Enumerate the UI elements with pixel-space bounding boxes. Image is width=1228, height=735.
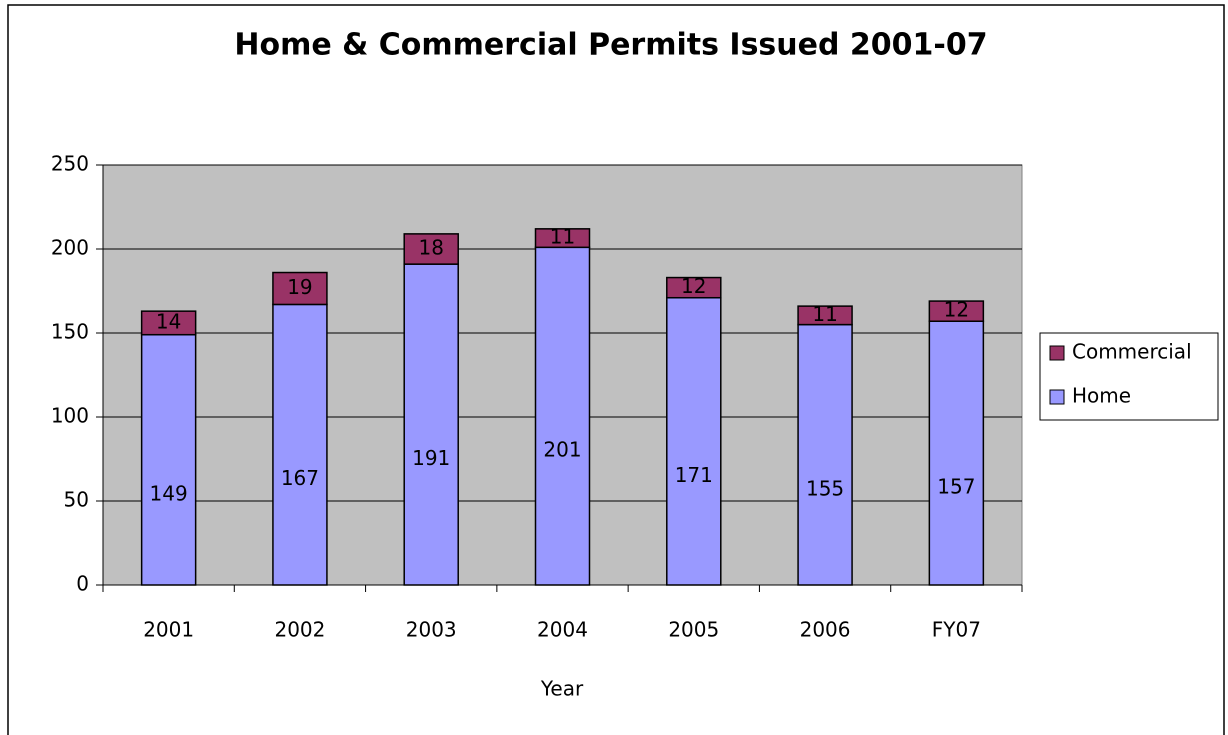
x-tick-label: 2003	[406, 618, 457, 642]
y-tick-label: 150	[51, 320, 89, 344]
data-label: 18	[418, 236, 443, 260]
bar-segment	[403, 263, 459, 586]
legend-label: Commercial	[1072, 340, 1192, 364]
x-tick-label: 2004	[537, 618, 588, 642]
data-label: 12	[681, 274, 706, 298]
data-label: 155	[806, 476, 844, 500]
bar-segment	[272, 271, 328, 306]
y-tick-label: 50	[64, 488, 89, 512]
data-label: 149	[150, 481, 188, 505]
x-tick-label: FY07	[932, 618, 981, 642]
y-tick-label: 250	[51, 152, 89, 176]
bar-segment	[666, 276, 722, 299]
data-label: 191	[412, 446, 450, 470]
data-label: 201	[543, 438, 581, 462]
chart-title: Home & Commercial Permits Issued 2001-07	[234, 28, 987, 63]
bar-segment	[140, 333, 197, 586]
bar-segment	[928, 300, 985, 322]
legend-swatch	[1049, 389, 1065, 405]
bar-segment	[666, 296, 722, 586]
bar-segment	[272, 303, 328, 586]
x-tick-label: 2001	[143, 618, 194, 642]
legend-box	[1039, 332, 1219, 421]
data-label: 11	[812, 302, 837, 326]
x-tick-label: 2006	[800, 618, 851, 642]
y-tick-label: 100	[51, 404, 89, 428]
x-tick-label: 2005	[668, 618, 719, 642]
legend-label: Home	[1072, 384, 1131, 408]
data-label: 167	[281, 466, 319, 490]
bar-segment	[797, 323, 853, 586]
bar-segment	[797, 305, 853, 326]
bar-segment	[534, 228, 591, 249]
data-label: 19	[287, 275, 312, 299]
data-label: 14	[156, 309, 181, 333]
bar-segment	[403, 233, 459, 265]
bar-segment	[928, 320, 985, 586]
bar-segment	[140, 310, 197, 336]
data-label: 171	[675, 463, 713, 487]
y-tick-label: 0	[76, 572, 89, 596]
bar-segment	[534, 246, 591, 586]
data-label: 157	[937, 475, 975, 499]
y-tick-label: 200	[51, 236, 89, 260]
x-tick-label: 2002	[274, 618, 325, 642]
data-label: 11	[550, 225, 575, 249]
legend-swatch	[1049, 345, 1065, 361]
data-label: 12	[944, 298, 969, 322]
x-axis-label: Year	[540, 677, 584, 701]
